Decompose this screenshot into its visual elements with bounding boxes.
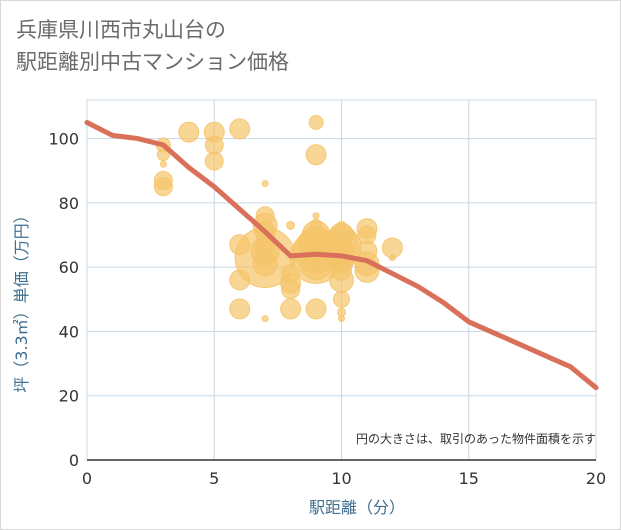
x-tick-label: 10 [331,469,351,488]
bubble [338,315,345,323]
x-tick-label: 20 [586,469,606,488]
grid [86,99,597,461]
chart-title: 兵庫県川西市丸山台の 駅距離別中古マンション価格 [16,14,289,78]
bubble [312,212,320,220]
title-line-1: 兵庫県川西市丸山台の [16,18,226,42]
average-price-line [84,120,599,391]
bubble [252,251,278,277]
bubble [286,220,296,230]
y-tick-label: 40 [59,322,79,341]
axes: 0 5 10 15 20 0 20 40 60 80 100 [48,130,606,488]
bubble [305,144,327,166]
x-tick-label: 0 [82,469,92,488]
bubble [337,307,346,317]
trend-lines [84,120,599,391]
bubble-size-note: 円の大きさは、取引のあった物件面積を示す [356,431,596,446]
bubble [308,115,324,130]
y-tick-label: 80 [59,194,79,213]
bubble [281,280,301,300]
bubble [261,180,269,188]
y-tick-label: 20 [59,387,79,406]
bubble [204,151,224,171]
bubble [153,177,173,197]
bubble [388,254,396,261]
x-tick-label: 5 [209,469,219,488]
x-axis-label: 駅距離（分） [309,498,405,517]
bubble [178,121,200,143]
bubble [156,148,170,162]
bubbles [153,115,403,323]
x-tick-label: 15 [459,469,479,488]
bubble [229,118,251,140]
bubble [261,315,269,323]
bubble [329,267,354,293]
bubble [229,298,251,320]
bubble [204,135,224,155]
y-axis-label: 坪（3.3㎡）単価（万円） [12,207,31,392]
y-tick-label: 100 [48,130,79,149]
bubble [159,160,167,168]
bubble [333,290,350,308]
y-tick-label: 60 [59,258,79,277]
bubble [305,298,327,320]
bubble [280,298,302,320]
title-line-2: 駅距離別中古マンション価格 [16,50,289,74]
y-tick-label: 0 [69,451,79,470]
